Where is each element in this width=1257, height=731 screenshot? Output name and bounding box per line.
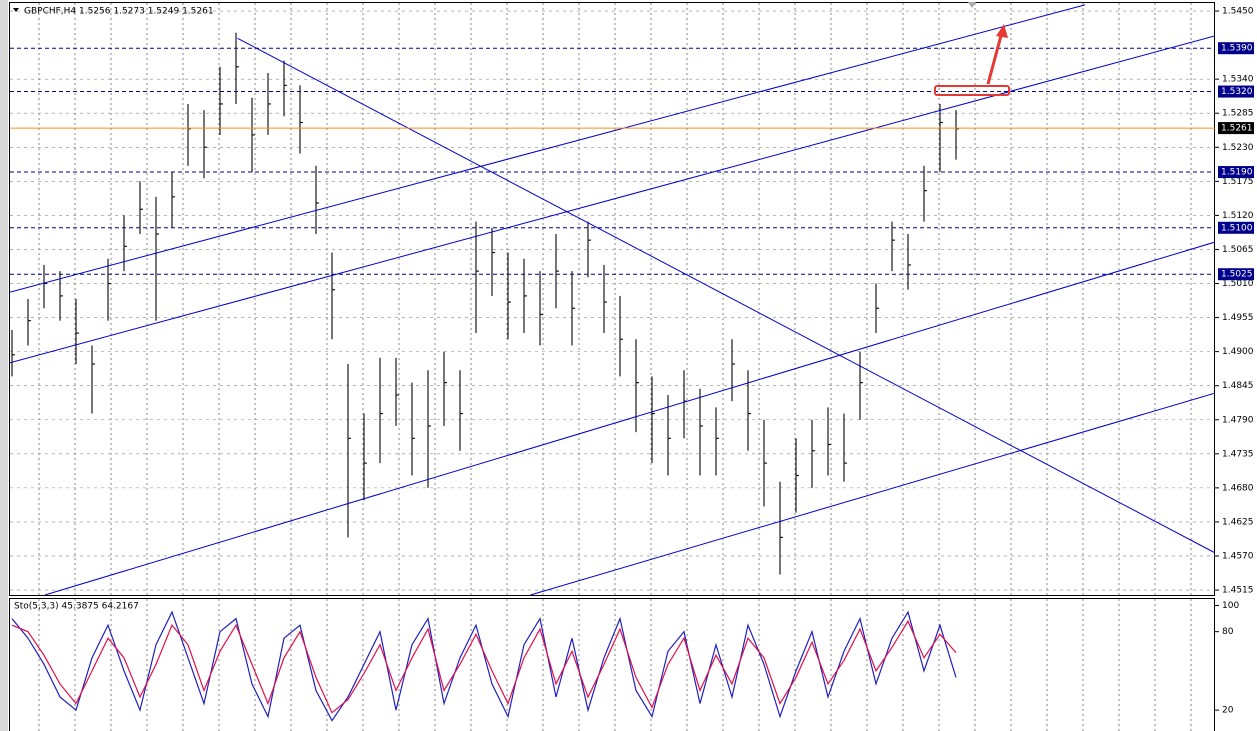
highlight-box [934, 85, 1010, 96]
y-tick-label: 1.4680 [1222, 483, 1254, 493]
trendline [44, 241, 1215, 595]
level-label: 1.5390 [1221, 44, 1253, 54]
y-tick-label: 80 [1222, 627, 1234, 637]
y-tick-label: 1.4790 [1222, 415, 1254, 425]
stoch-frame [9, 598, 1215, 731]
stoch-line [11, 619, 957, 714]
y-tick-label: 1.4845 [1222, 381, 1254, 391]
shift-marker [968, 2, 976, 8]
current-price-box [1218, 122, 1254, 135]
y-tick-label: 1.5285 [1222, 109, 1254, 119]
y-tick-label: 1.5230 [1222, 143, 1254, 153]
level-label-box [1218, 221, 1254, 234]
y-tick-label: 1.4515 [1222, 586, 1254, 596]
y-tick-label: 20 [1222, 706, 1234, 716]
level-label: 1.5025 [1221, 270, 1253, 280]
menu-triangle [13, 8, 19, 12]
stoch-title: Sto(5,3,3) 45.3875 64.2167 [14, 602, 139, 612]
current-price-label: 1.5261 [1221, 124, 1253, 134]
trendline [530, 392, 1215, 595]
level-label-box [1218, 85, 1254, 98]
y-tick-label: 1.4570 [1222, 551, 1254, 561]
left-pane [0, 0, 8, 731]
y-tick-label: 1.5340 [1222, 75, 1254, 85]
price-area [10, 4, 1215, 595]
y-tick-label: 1.5175 [1222, 177, 1254, 187]
stoch-line [11, 610, 957, 722]
y-tick-label: 1.4735 [1222, 449, 1254, 459]
chart-title: GBPCHF,H4 1.5256 1.5273 1.5249 1.5261 [24, 7, 214, 17]
y-tick-label: 1.4955 [1222, 313, 1254, 323]
level-label-box [1218, 42, 1254, 55]
y-tick-label: 1.5450 [1222, 7, 1254, 17]
level-label: 1.5190 [1221, 168, 1253, 178]
arrow-shaft [986, 31, 1004, 85]
trendline [237, 37, 1215, 554]
y-tick-label: 100 [1222, 601, 1239, 611]
level-label: 1.5320 [1221, 87, 1253, 97]
grid [10, 3, 1215, 731]
price-frame [9, 2, 1215, 596]
y-tick-label: 1.4900 [1222, 347, 1254, 357]
trendline [10, 35, 1215, 364]
trendline [10, 4, 1086, 293]
stoch-area [11, 610, 957, 722]
level-label-box [1218, 166, 1254, 179]
y-tick-label: 1.5010 [1222, 279, 1254, 289]
arrow-head [996, 24, 1008, 38]
level-label: 1.5100 [1221, 223, 1253, 233]
y-tick-label: 1.5065 [1222, 245, 1254, 255]
level-label-box [1218, 268, 1254, 281]
y-tick-label: 1.4625 [1222, 517, 1254, 527]
axis: 1.5450 1.5340 1.5285 1.5230 1.5175 1.5120 1.50… [1215, 7, 1254, 716]
y-tick-label: 1.5120 [1222, 211, 1254, 221]
